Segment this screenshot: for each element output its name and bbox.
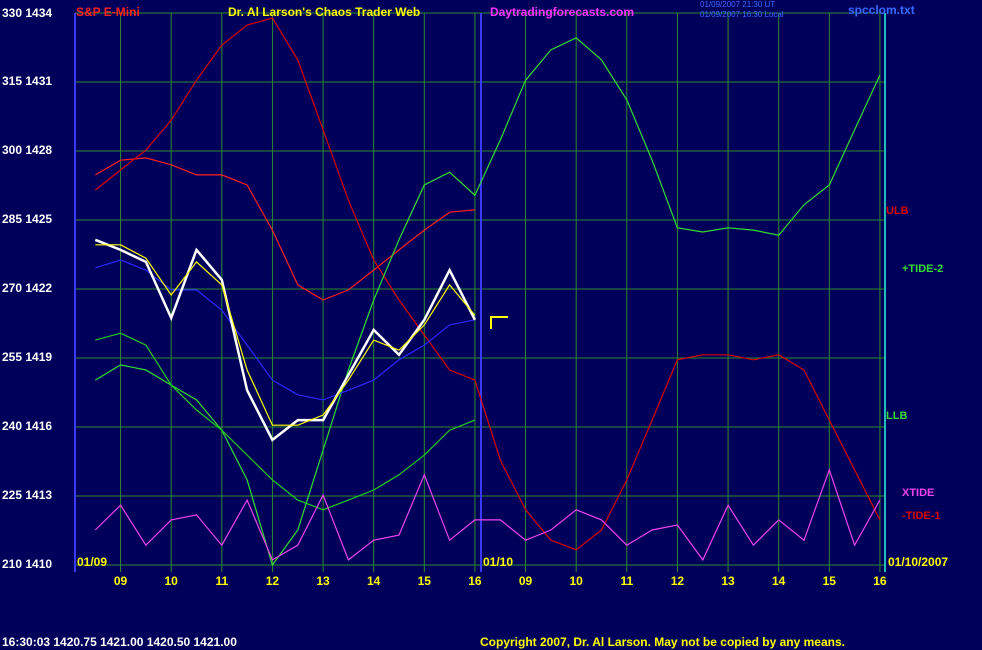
chart-title: S&P E-Mini	[76, 5, 140, 19]
series-line	[95, 259, 476, 401]
line-label: ULB	[886, 205, 909, 217]
y-tick-label: 270 1422	[2, 281, 52, 295]
series-line	[94, 37, 881, 567]
date-label: 01/10/2007	[888, 555, 948, 569]
x-tick-label: 13	[316, 574, 330, 588]
lines	[94, 17, 881, 567]
series-line	[94, 467, 881, 562]
y-tick-label: 240 1416	[2, 419, 52, 433]
x-tick-label: 15	[418, 574, 432, 588]
timestamp: 01/09/2007 21:30 UT	[700, 0, 775, 9]
x-tick-label: 12	[671, 574, 685, 588]
x-tick-label: 11	[215, 574, 228, 588]
date-label: 01/09	[77, 555, 107, 569]
site-name: Daytradingforecasts.com	[490, 5, 634, 19]
y-tick-label: 210 1410	[2, 557, 52, 571]
x-tick-label: 11	[620, 574, 633, 588]
timestamp: 01/09/2007 16:30 Local	[700, 10, 784, 19]
x-tick-label: 09	[114, 574, 128, 588]
y-tick-label: 225 1413	[2, 488, 52, 502]
chart-subtitle: Dr. Al Larson's Chaos Trader Web	[228, 5, 420, 19]
x-tick-label: 15	[823, 574, 837, 588]
x-tick-label: 16	[873, 574, 887, 588]
y-tick-label: 300 1428	[2, 143, 52, 157]
x-tick-label: 09	[519, 574, 533, 588]
x-tick-label: 10	[570, 574, 584, 588]
marker-bracket	[490, 316, 508, 329]
x-tick-label: 12	[266, 574, 280, 588]
x-tick-label: 16	[468, 574, 482, 588]
y-tick-label: 255 1419	[2, 350, 52, 364]
y-tick-label: 315 1431	[2, 74, 52, 88]
series-line	[95, 244, 476, 426]
series-line	[95, 332, 476, 511]
line-label: XTIDE	[902, 487, 934, 499]
x-tick-label: 14	[772, 574, 786, 588]
date-label: 01/10	[483, 555, 513, 569]
quote-line: 16:30:03 1420.75 1421.00 1420.50 1421.00	[2, 635, 237, 649]
x-tick-label: 14	[367, 574, 381, 588]
y-tick-label: 330 1434	[2, 6, 52, 20]
y-tick-label: 285 1425	[2, 212, 52, 226]
x-tick-label: 10	[165, 574, 179, 588]
file-name: spcclom.txt	[848, 3, 915, 17]
series-line	[94, 17, 881, 551]
x-tick-label: 13	[721, 574, 735, 588]
line-label: -TIDE-1	[902, 510, 941, 522]
line-label: +TIDE-2	[902, 263, 943, 275]
series-line	[94, 157, 475, 301]
copyright: Copyright 2007, Dr. Al Larson. May not b…	[480, 635, 845, 649]
line-label: LLB	[886, 410, 907, 422]
